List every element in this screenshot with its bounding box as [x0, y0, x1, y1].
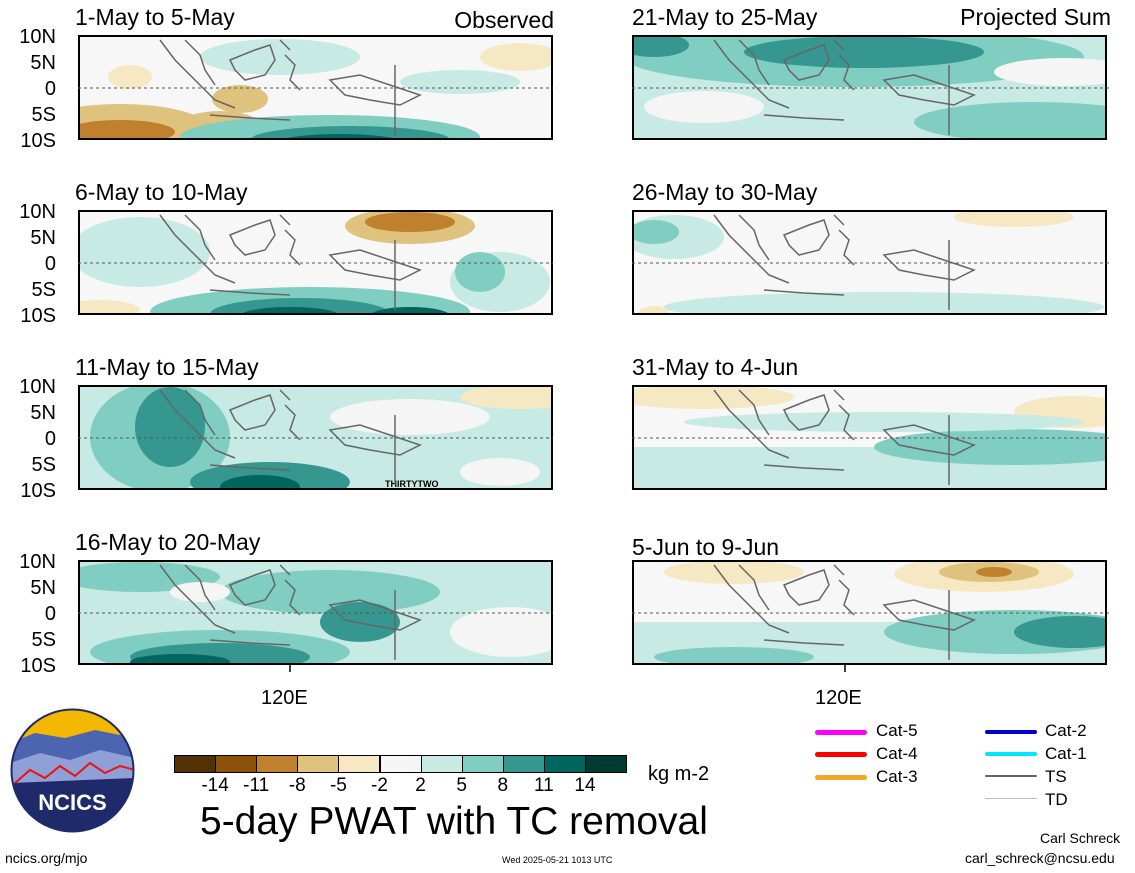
td-legend-label: TD: [1045, 790, 1068, 809]
main-title: 5-day PWAT with TC removal: [200, 800, 708, 843]
map-panel-7: [632, 385, 1107, 490]
lat-0: 0: [44, 78, 56, 100]
colorbar-tick-label: 8: [497, 775, 509, 796]
map-panel-6: [632, 210, 1107, 315]
colorbar-tick-label: -11: [243, 775, 270, 796]
map-panel-3: THIRTYTWO: [78, 385, 553, 490]
colorbar-swatch: [338, 755, 381, 773]
lat-10n: 10N: [19, 376, 56, 398]
lat-5s: 5S: [31, 629, 56, 651]
cat3-legend-line: [815, 775, 867, 780]
colorbar-swatch: [297, 755, 340, 773]
lon-label-left: 120E: [261, 687, 308, 709]
pwat-field: [634, 37, 1105, 138]
cat4-legend-line: [815, 752, 867, 757]
pwat-field: [634, 387, 1105, 488]
lat-10n: 10N: [19, 26, 56, 48]
lat-5s: 5S: [31, 454, 56, 476]
pwat-field: [80, 212, 550, 313]
colorbar-swatch: [256, 755, 299, 773]
lat-5n: 5N: [30, 227, 56, 249]
map-panel-4: [78, 560, 553, 665]
lat-10s: 10S: [20, 305, 56, 327]
lat-5n: 5N: [30, 577, 56, 599]
lat-0: 0: [44, 603, 56, 625]
colorbar-tick-label: 11: [534, 775, 554, 796]
cat5-legend-line: [815, 730, 867, 735]
panel-title-2: 6-May to 10-May: [75, 179, 248, 205]
td-legend-line: [985, 798, 1037, 799]
cat1-legend-line: [985, 752, 1037, 756]
cat3-legend-label: Cat-3: [876, 767, 918, 786]
ts-legend-label: TS: [1045, 767, 1067, 786]
panel-title-7: 31-May to 4-Jun: [632, 354, 799, 380]
panel-title-8: 5-Jun to 9-Jun: [632, 534, 780, 560]
cat4-legend-label: Cat-4: [876, 744, 918, 763]
lat-10s: 10S: [20, 655, 56, 677]
projected-sum-label: Projected Sum: [960, 4, 1111, 30]
ts-legend-line: [985, 775, 1037, 777]
colorbar-tick-label: -14: [201, 775, 229, 796]
colorbar-tick-label: 5: [456, 775, 467, 796]
logo-graphic: [10, 708, 135, 833]
cat5-legend-label: Cat-5: [876, 721, 918, 740]
lat-0: 0: [44, 428, 56, 450]
footer-author: Carl Schreck: [1040, 830, 1121, 846]
colorbar-tick-label: -8: [288, 775, 306, 796]
pwat-field: [634, 212, 1104, 313]
panel-title-1: 1-May to 5-May: [75, 4, 235, 30]
observed-label: Observed: [454, 7, 554, 33]
map-panel-1: [78, 35, 553, 140]
pwat-field: [634, 562, 1105, 663]
lat-5n: 5N: [30, 402, 56, 424]
colorbar-tick-label: 14: [574, 775, 596, 796]
footer-email: carl_schreck@ncsu.edu: [965, 850, 1115, 866]
logo-text: NCICS: [38, 790, 107, 815]
storm-label: THIRTYTWO: [385, 479, 439, 489]
panel-title-5: 21-May to 25-May: [632, 4, 818, 30]
lat-5n: 5N: [30, 52, 56, 74]
panel-title-6: 26-May to 30-May: [632, 179, 818, 205]
colorbar-swatch: [420, 755, 463, 773]
colorbar-swatch: [502, 755, 545, 773]
colorbar-swatch: [461, 755, 504, 773]
colorbar-swatch: [174, 755, 217, 773]
units-label: kg m-2: [648, 763, 710, 785]
colorbar-swatch: [585, 755, 628, 773]
panel-title-3: 11-May to 15-May: [75, 354, 259, 380]
colorbar-swatch: [215, 755, 258, 773]
lat-10n: 10N: [19, 201, 56, 223]
footer-timestamp: Wed 2025-05-21 1013 UTC: [502, 855, 613, 865]
lat-5s: 5S: [31, 279, 56, 301]
lon-label-right: 120E: [815, 687, 862, 709]
colorbar-swatch: [543, 755, 586, 773]
lat-10s: 10S: [20, 480, 56, 502]
colorbar-tick-label: -5: [329, 775, 347, 796]
lat-10s: 10S: [20, 130, 56, 152]
cat2-legend-label: Cat-2: [1045, 721, 1087, 740]
footer-url: ncics.org/mjo: [5, 850, 88, 866]
lat-5s: 5S: [31, 104, 56, 126]
colorbar-tick-label: -2: [371, 775, 388, 796]
colorbar-swatch: [379, 755, 422, 773]
pwat-field: [80, 39, 551, 138]
lat-0: 0: [44, 253, 56, 275]
lat-10n: 10N: [19, 551, 56, 573]
ncics-logo: NCICS: [10, 708, 135, 833]
cat2-legend-line: [985, 730, 1037, 734]
cat1-legend-label: Cat-1: [1045, 744, 1087, 763]
colorbar-tick-label: 2: [415, 775, 426, 796]
panel-title-4: 16-May to 20-May: [75, 529, 261, 555]
